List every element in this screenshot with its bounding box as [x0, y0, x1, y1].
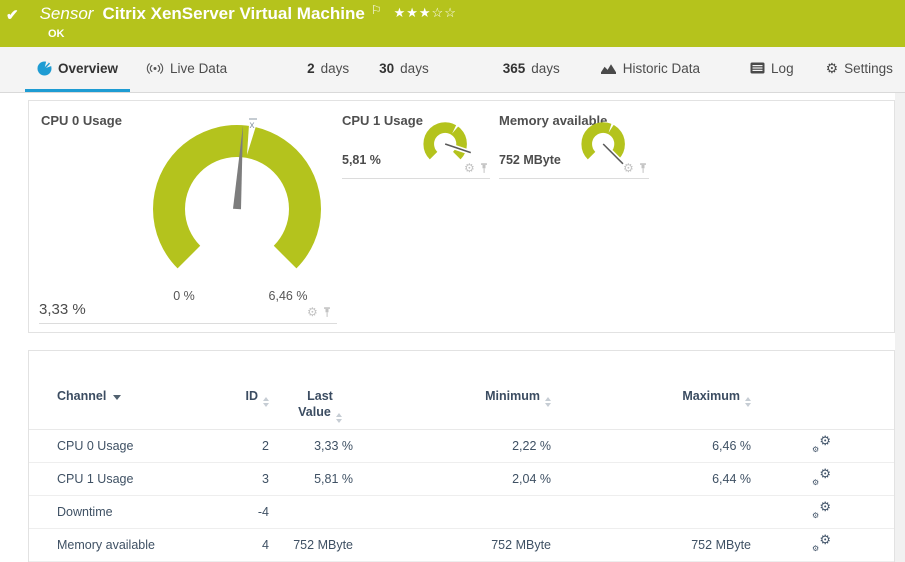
tab-365-days[interactable]: 365 days [491, 47, 572, 92]
sort-icon [545, 397, 551, 407]
cpu0-scale-min: 0 % [173, 289, 195, 303]
header-id[interactable]: ID [207, 389, 269, 407]
tab-30-days-number: 30 [379, 60, 395, 76]
cell-id: -4 [257, 504, 269, 519]
gear-icon[interactable]: ⚙ [307, 305, 318, 319]
page-right-gutter [895, 93, 905, 562]
tab-historic-data[interactable]: Historic Data [588, 47, 712, 92]
tab-overview-label: Overview [58, 60, 119, 76]
sort-icon [263, 397, 269, 407]
priority-stars[interactable]: ★★★☆☆ [394, 5, 457, 21]
cpu0-gauge-actions: ⚙ [307, 305, 332, 319]
cell-last-value: 752 MByte [293, 537, 353, 552]
gauges-panel: CPU 0 Usage x 0 % 6,46 % 3,33 % ⚙ CPU 1 … [28, 100, 895, 333]
tab-overview[interactable]: Overview [25, 47, 131, 92]
historic-data-icon [600, 62, 617, 75]
settings-gear-icon: ⚙ [825, 59, 839, 76]
pin-icon[interactable] [479, 162, 489, 175]
sort-icon [335, 412, 342, 423]
cpu0-gauge-chart: x [153, 118, 321, 269]
header-minimum[interactable]: Minimum [353, 389, 551, 407]
gear-icon[interactable]: ⚙ [464, 161, 475, 175]
header-maximum[interactable]: Maximum [551, 389, 751, 407]
cpu1-gauge-chart [423, 122, 472, 160]
sensor-name: Citrix XenServer Virtual Machine [102, 4, 365, 23]
cell-id: 2 [262, 438, 269, 453]
tab-log-label: Log [771, 60, 794, 76]
cpu0-mean-marker: x [250, 120, 255, 131]
channel-settings-icon[interactable]: ⚙ ⚙ [812, 531, 831, 553]
flag-icon[interactable]: ⚐ [370, 3, 382, 17]
header-last-value[interactable]: Last Value [269, 389, 353, 423]
cell-maximum: 6,46 % [712, 438, 751, 453]
gauge-cpu1-value: 5,81 % [342, 153, 381, 167]
channel-settings-icon[interactable]: ⚙ ⚙ [812, 498, 831, 520]
tab-30-days-label: days [400, 60, 429, 76]
tab-2-days-number: 2 [307, 60, 315, 76]
cell-id: 3 [262, 471, 269, 486]
cell-channel: CPU 1 Usage [57, 471, 134, 486]
cpu0-section-divider [39, 323, 337, 324]
tab-live-data[interactable]: Live Data [134, 47, 239, 92]
gauge-memory-title: Memory available [499, 113, 608, 128]
cell-channel: CPU 0 Usage [57, 438, 134, 453]
cell-minimum: 2,04 % [512, 471, 551, 486]
tab-settings-label: Settings [844, 60, 893, 76]
channel-settings-icon[interactable]: ⚙ ⚙ [812, 432, 831, 454]
tab-30-days[interactable]: 30 days [367, 47, 441, 92]
cell-minimum: 752 MByte [491, 537, 551, 552]
tab-bar: Overview Live Data 2 days 30 days 365 da… [0, 47, 905, 93]
cell-maximum: 6,44 % [712, 471, 751, 486]
tab-365-days-label: days [531, 60, 560, 76]
cell-channel: Memory available [57, 537, 155, 552]
gauge-cpu1-title: CPU 1 Usage [342, 113, 423, 128]
table-row: Downtime -4 ⚙ ⚙ [29, 496, 894, 529]
tab-365-days-number: 365 [502, 60, 526, 76]
gauge-cpu0-value: 3,33 % [39, 301, 86, 318]
channels-panel: Channel ID Last Value Minimum Maximum CP… [28, 350, 895, 562]
cell-maximum: 752 MByte [691, 537, 751, 552]
pin-icon[interactable] [322, 306, 332, 319]
gear-icon[interactable]: ⚙ [623, 161, 634, 175]
live-data-icon [146, 62, 164, 75]
cpu0-scale-max: 6,46 % [268, 289, 308, 303]
stars-filled[interactable]: ★★★ [393, 5, 432, 20]
stars-empty[interactable]: ☆☆ [431, 5, 457, 20]
table-row: CPU 1 Usage 3 5,81 % 2,04 % 6,44 % ⚙ ⚙ [29, 463, 894, 496]
cell-last-value: 5,81 % [314, 471, 353, 486]
memory-gauge-chart [581, 122, 625, 165]
gauge-memory-value: 752 MByte [499, 153, 561, 167]
tab-live-data-label: Live Data [170, 60, 228, 76]
sort-desc-icon [113, 395, 122, 400]
table-row: CPU 0 Usage 2 3,33 % 2,22 % 6,46 % ⚙ ⚙ [29, 430, 894, 463]
channel-settings-icon[interactable]: ⚙ ⚙ [812, 465, 831, 487]
cell-minimum: 2,22 % [512, 438, 551, 453]
tab-log[interactable]: Log [738, 47, 806, 92]
sensor-titlebar: ✔ Sensor Citrix XenServer Virtual Machin… [0, 0, 905, 47]
gauge-icon [37, 60, 52, 76]
cpu1-gauge-actions: ⚙ [464, 161, 489, 175]
cell-last-value: 3,33 % [314, 438, 353, 453]
log-icon [750, 62, 765, 74]
tab-2-days[interactable]: 2 days [295, 47, 361, 92]
sensor-kind-label: Sensor [39, 4, 94, 23]
tab-settings[interactable]: ⚙ Settings [814, 47, 905, 92]
cell-channel: Downtime [57, 504, 113, 519]
sort-icon [745, 397, 751, 407]
memory-gauge-actions: ⚙ [623, 161, 648, 175]
tab-historic-data-label: Historic Data [622, 60, 701, 76]
cpu1-section-divider [342, 178, 490, 179]
pin-icon[interactable] [638, 162, 648, 175]
channel-table-header: Channel ID Last Value Minimum Maximum [29, 351, 894, 430]
header-channel[interactable]: Channel [29, 389, 207, 403]
cell-id: 4 [262, 537, 269, 552]
memory-section-divider [499, 178, 649, 179]
tab-2-days-label: days [320, 60, 350, 76]
gauge-cpu0-title: CPU 0 Usage [41, 113, 122, 128]
table-row: Memory available 4 752 MByte 752 MByte 7… [29, 529, 894, 562]
status-check-icon: ✔ [6, 7, 19, 24]
status-badge: OK [48, 28, 65, 40]
